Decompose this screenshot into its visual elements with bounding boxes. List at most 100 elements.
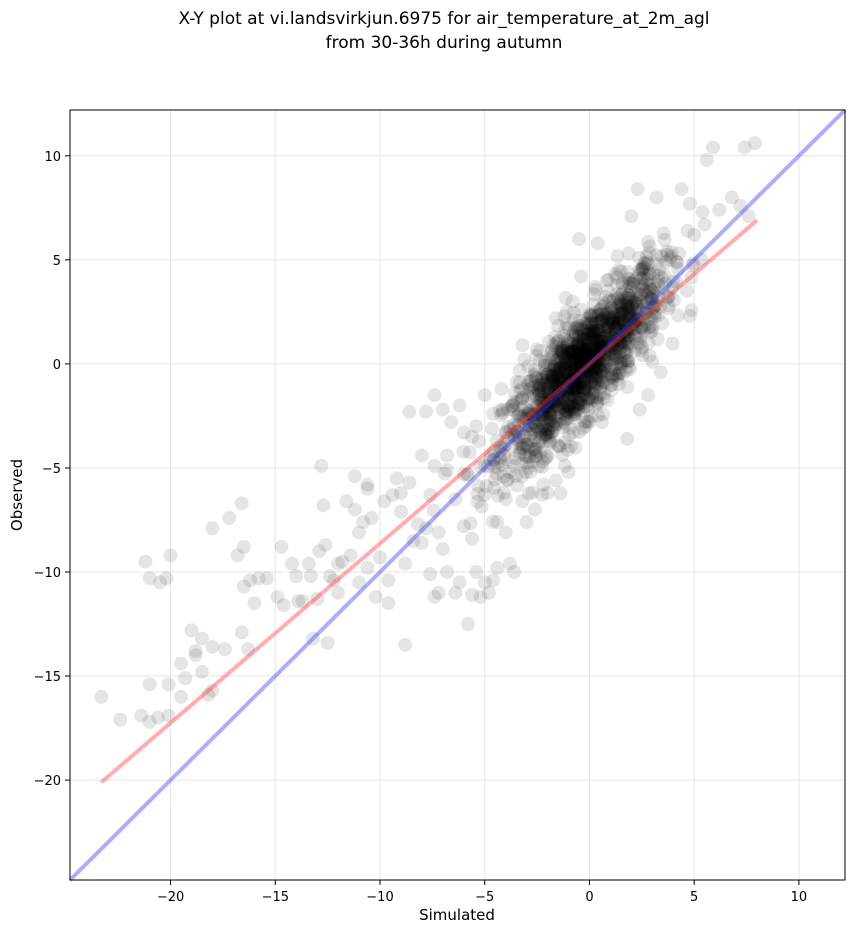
data-point — [587, 377, 602, 392]
data-point — [639, 305, 654, 320]
data-point — [531, 422, 546, 437]
data-point — [627, 293, 642, 308]
data-point — [611, 332, 626, 347]
data-point — [563, 346, 578, 361]
data-point — [636, 260, 651, 275]
data-point — [616, 314, 631, 329]
data-point — [611, 297, 626, 312]
data-point — [347, 502, 362, 517]
data-point — [585, 327, 600, 342]
data-point — [500, 472, 515, 487]
data-point — [513, 409, 528, 424]
data-point — [576, 363, 591, 378]
data-point — [649, 297, 664, 312]
data-point — [575, 347, 590, 362]
data-point — [574, 357, 589, 372]
data-point — [617, 296, 632, 311]
data-point — [406, 533, 421, 548]
data-point — [579, 343, 594, 358]
data-point — [557, 356, 572, 371]
data-point — [612, 317, 627, 332]
data-point — [575, 347, 590, 362]
data-point — [594, 319, 609, 334]
data-point — [587, 379, 602, 394]
data-point — [618, 331, 633, 346]
data-point — [567, 313, 582, 328]
data-point — [664, 244, 679, 259]
data-point — [513, 393, 528, 408]
data-point — [567, 401, 582, 416]
data-point — [562, 369, 577, 384]
data-point — [596, 386, 611, 401]
data-point — [540, 448, 555, 463]
data-point — [566, 343, 581, 358]
data-point — [618, 331, 633, 346]
data-point — [642, 285, 657, 300]
data-point — [607, 292, 622, 307]
data-point — [582, 341, 597, 356]
data-point — [558, 349, 573, 364]
data-point — [567, 399, 582, 414]
data-point — [642, 267, 657, 282]
data-point — [546, 368, 561, 383]
data-point — [536, 477, 551, 492]
data-point — [520, 419, 535, 434]
data-point — [599, 310, 614, 325]
data-point — [234, 496, 249, 511]
data-point — [356, 515, 371, 530]
data-point — [360, 481, 375, 496]
data-point — [556, 365, 571, 380]
data-point — [585, 393, 600, 408]
data-point — [584, 352, 599, 367]
data-point — [641, 388, 656, 403]
data-point — [508, 468, 523, 483]
data-point — [585, 340, 600, 355]
data-point — [574, 321, 589, 336]
data-point — [490, 460, 505, 475]
data-point — [539, 396, 554, 411]
data-point — [571, 338, 586, 353]
data-point — [218, 642, 232, 656]
data-point — [544, 410, 559, 425]
data-point — [322, 569, 337, 584]
data-point — [473, 459, 488, 474]
data-point — [636, 271, 651, 286]
data-point — [289, 569, 304, 584]
data-point — [529, 440, 544, 455]
data-point — [634, 271, 649, 286]
data-point — [532, 413, 547, 428]
data-point — [614, 309, 629, 324]
data-point — [578, 316, 593, 331]
data-point — [645, 320, 660, 335]
data-point — [621, 354, 636, 369]
data-point — [526, 386, 541, 401]
data-point — [543, 387, 558, 402]
data-point — [622, 341, 637, 356]
data-point — [579, 320, 594, 335]
data-point — [560, 346, 575, 361]
data-point — [573, 318, 588, 333]
data-point — [541, 385, 556, 400]
data-point — [153, 575, 168, 590]
data-point — [163, 548, 178, 563]
data-point — [538, 427, 553, 442]
data-point — [531, 408, 546, 423]
data-point — [556, 393, 571, 408]
data-point — [593, 380, 608, 395]
data-point — [558, 404, 573, 419]
data-point — [566, 373, 581, 388]
data-point — [558, 352, 573, 367]
data-point — [551, 344, 566, 359]
data-point — [588, 365, 603, 380]
data-point — [566, 355, 581, 370]
data-point — [581, 415, 596, 430]
data-point — [593, 381, 608, 396]
data-point — [571, 330, 586, 345]
data-point — [588, 326, 603, 341]
data-point — [642, 266, 657, 281]
data-point — [544, 345, 559, 360]
data-point — [559, 365, 574, 380]
data-point — [543, 376, 558, 391]
data-point — [579, 364, 594, 379]
data-point — [444, 415, 459, 430]
